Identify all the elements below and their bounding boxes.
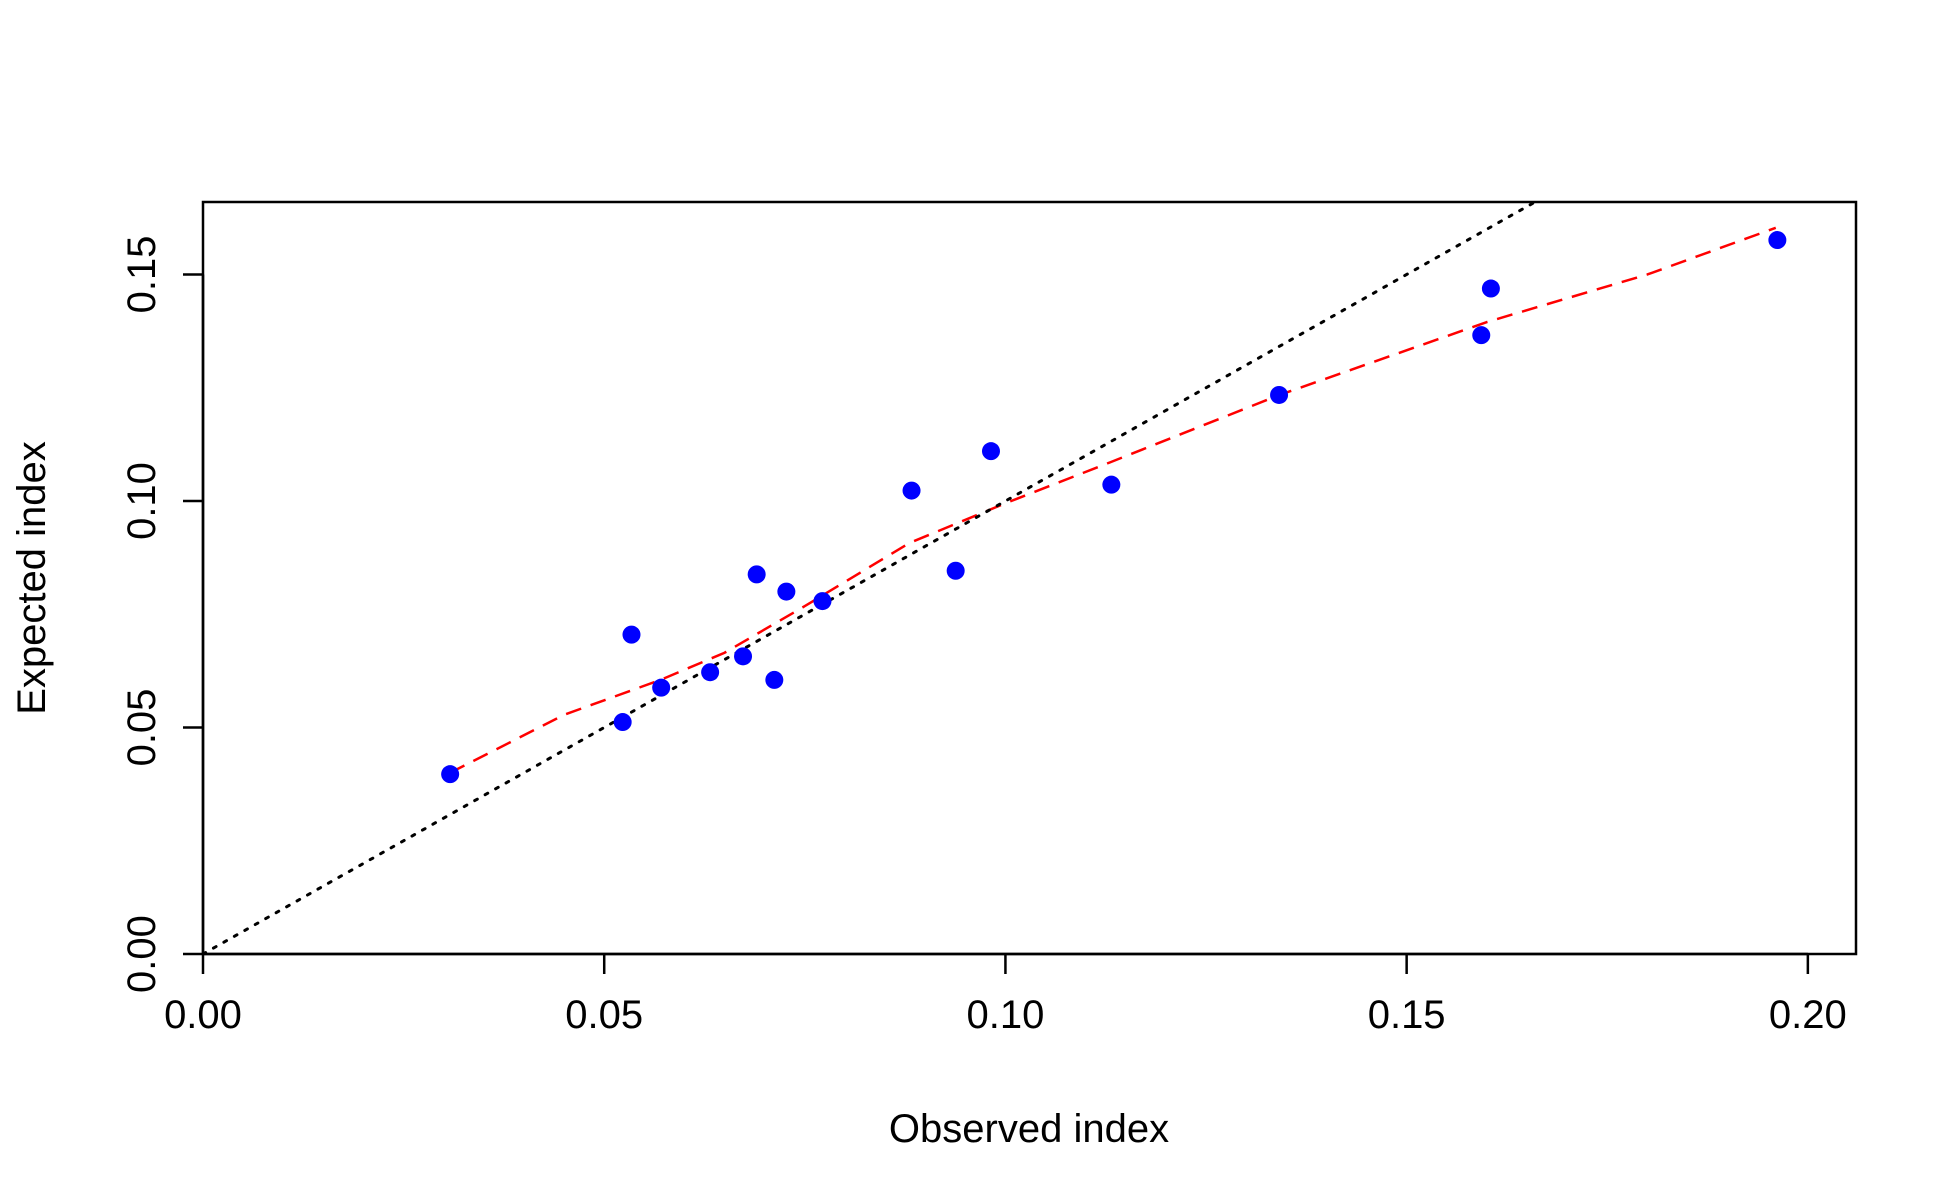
data-point xyxy=(1768,231,1787,250)
y-axis-title: Expected index xyxy=(10,441,54,715)
x-tick-label: 0.10 xyxy=(966,993,1044,1037)
x-tick-label: 0.05 xyxy=(565,993,643,1037)
data-point xyxy=(902,481,921,500)
data-point xyxy=(946,561,965,580)
data-point xyxy=(777,582,796,601)
data-point xyxy=(1472,326,1491,345)
data-points xyxy=(441,231,1787,784)
identity-dotted-line xyxy=(203,202,1539,954)
plot-frame xyxy=(201,200,1858,956)
data-point xyxy=(613,713,632,732)
y-tick-label: 0.15 xyxy=(120,236,164,314)
red-dashed-trend-line xyxy=(449,226,1777,774)
x-axis-title: Observed index xyxy=(889,1107,1169,1151)
data-point xyxy=(1481,279,1500,298)
y-axis: 0.00 0.05 0.10 0.15 xyxy=(120,236,205,993)
data-point xyxy=(747,565,766,584)
data-point xyxy=(652,678,671,697)
data-point xyxy=(1270,385,1289,404)
data-point xyxy=(765,670,784,689)
data-point xyxy=(813,592,832,611)
data-point xyxy=(441,765,460,784)
y-tick-label: 0.10 xyxy=(120,462,164,540)
data-point xyxy=(1102,475,1121,494)
y-tick-label: 0.05 xyxy=(120,689,164,767)
data-point xyxy=(701,663,720,682)
y-tick-label: 0.00 xyxy=(120,915,164,993)
x-tick-label: 0.00 xyxy=(164,993,242,1037)
x-axis: 0.00 0.05 0.10 0.15 0.20 xyxy=(164,952,1847,1037)
data-point xyxy=(734,647,753,666)
data-point xyxy=(622,625,641,644)
x-tick-label: 0.20 xyxy=(1769,993,1847,1037)
fit-lines xyxy=(203,202,1777,954)
x-tick-label: 0.15 xyxy=(1368,993,1446,1037)
data-point xyxy=(981,442,1000,461)
